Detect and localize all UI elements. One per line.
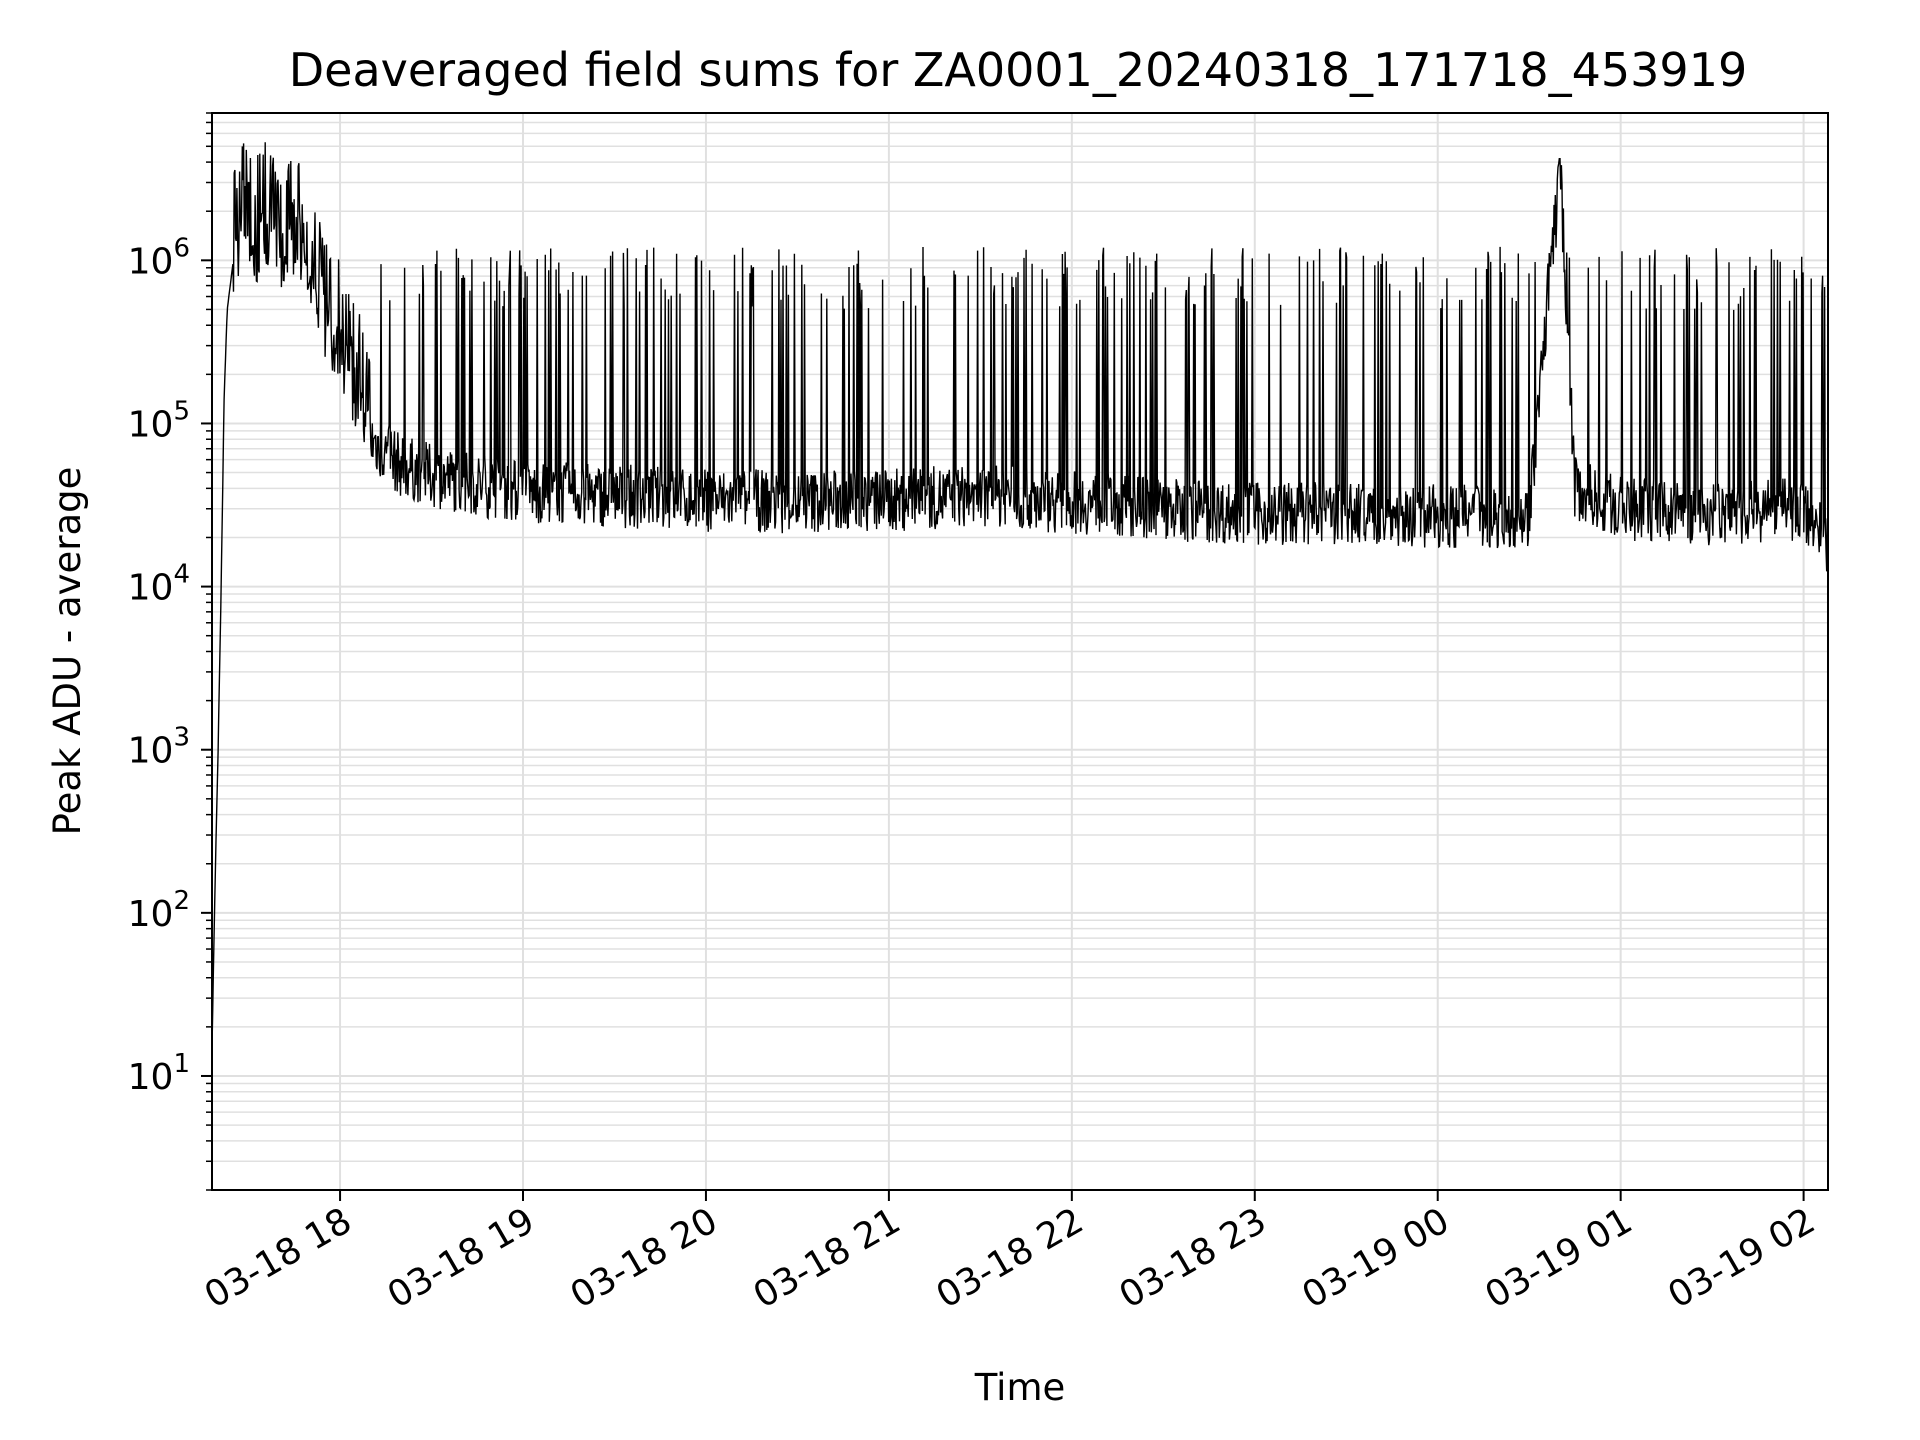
y-tick-label: 102 xyxy=(128,886,190,935)
y-tick-label: 106 xyxy=(128,233,190,282)
y-tick-label: 103 xyxy=(128,723,190,772)
chart-title: Deaveraged field sums for ZA0001_2024031… xyxy=(289,43,1748,97)
y-axis: 101 102 103 104 105 106 xyxy=(128,112,212,1191)
y-tick-label: 101 xyxy=(128,1049,190,1098)
series-line xyxy=(211,142,1829,1048)
y-tick-label: 104 xyxy=(128,560,190,609)
y-axis-label: Peak ADU - average xyxy=(46,467,89,836)
series-group xyxy=(211,142,1829,1048)
x-axis-label: Time xyxy=(974,1366,1066,1409)
y-tick-label: 105 xyxy=(128,396,190,445)
grid xyxy=(212,112,1828,1191)
